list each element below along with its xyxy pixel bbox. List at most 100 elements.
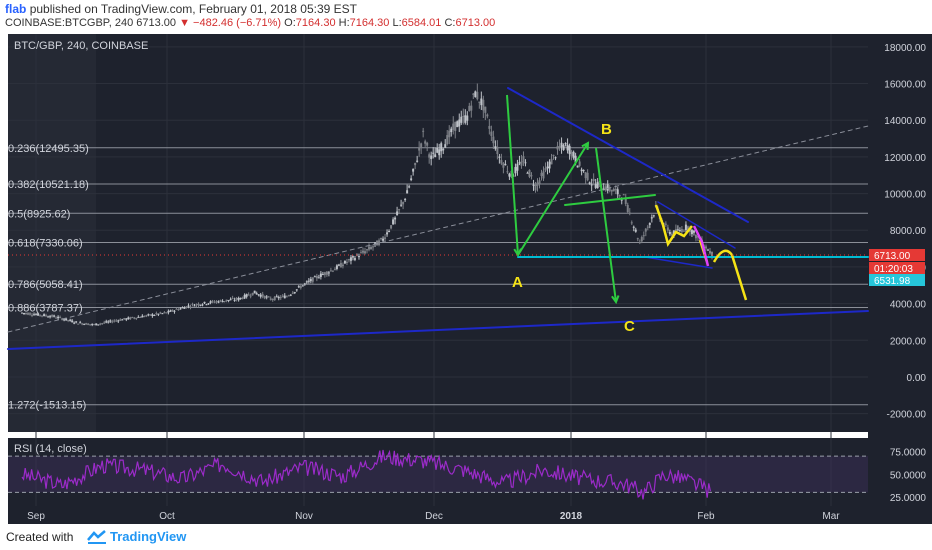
y-tick-label: 4000.00 xyxy=(890,300,927,311)
green-arrow-down-c[interactable] xyxy=(595,147,617,303)
candle-body xyxy=(351,256,354,258)
candle-body xyxy=(87,323,90,326)
candle-body xyxy=(378,240,381,246)
candle-body xyxy=(177,309,180,311)
candle-body xyxy=(406,190,409,194)
candle-body xyxy=(468,105,471,111)
green-flag-line[interactable] xyxy=(564,194,656,206)
candle-body xyxy=(203,301,206,304)
candle-body xyxy=(704,246,707,249)
candle-body xyxy=(213,301,216,303)
high-value: 7164.30 xyxy=(349,17,390,29)
price-badge xyxy=(869,274,925,286)
candle-body xyxy=(588,182,591,184)
price-pane[interactable] xyxy=(8,34,868,432)
candle-body xyxy=(416,160,419,162)
candle-body xyxy=(404,199,407,201)
candle-body xyxy=(113,320,116,322)
resistance-trendline[interactable] xyxy=(507,87,749,223)
candle-body xyxy=(105,321,108,323)
small-support-trendline[interactable] xyxy=(644,256,713,269)
candle-body xyxy=(99,323,102,325)
x-tick-label: Sep xyxy=(27,511,45,522)
candle-body xyxy=(424,141,427,144)
candle-body xyxy=(55,317,58,319)
candle-body xyxy=(410,178,413,181)
candle-body xyxy=(380,238,383,240)
candle-body xyxy=(368,246,371,250)
candle-body xyxy=(69,319,72,321)
candle-body xyxy=(273,296,276,301)
chart-header: flab published on TradingView.com, Febru… xyxy=(0,0,932,32)
candle-body xyxy=(297,286,300,288)
candle-body xyxy=(570,151,573,157)
candle-body xyxy=(426,142,429,146)
candle-body xyxy=(470,105,473,111)
candle-body xyxy=(608,187,611,191)
candle-body xyxy=(554,157,557,159)
rsi-tick-label: 50.0000 xyxy=(890,470,927,481)
candle-body xyxy=(638,242,641,244)
candle-body xyxy=(564,143,567,145)
candle-body xyxy=(211,300,214,302)
candle-body xyxy=(361,250,364,253)
candle-body xyxy=(229,299,232,301)
candle-body xyxy=(510,170,513,178)
candle-body xyxy=(602,188,605,191)
candle-body xyxy=(81,323,84,325)
candle-body xyxy=(219,300,222,302)
green-arrow-down-a[interactable] xyxy=(506,94,519,256)
candle-body xyxy=(414,162,417,166)
rsi-line[interactable] xyxy=(21,449,711,500)
small-resistance-trendline[interactable] xyxy=(657,201,736,249)
candle-body xyxy=(678,230,681,232)
candle-body xyxy=(263,295,266,299)
tradingview-brand[interactable]: TradingView xyxy=(110,529,187,544)
close-label: C: xyxy=(444,17,456,29)
candle-body xyxy=(500,159,503,164)
published-text: published on TradingView.com, February 0… xyxy=(29,2,358,16)
candle-body xyxy=(49,316,52,318)
candle-body xyxy=(690,229,693,235)
candle-body xyxy=(552,154,555,156)
pre-history-shade xyxy=(8,34,96,432)
candle-body xyxy=(285,296,288,298)
candle-body xyxy=(650,217,653,219)
candle-body xyxy=(247,294,250,296)
fib-level-label: 0.236(12495.35) xyxy=(8,143,89,155)
pink-wave[interactable] xyxy=(692,225,710,267)
candle-body xyxy=(359,252,362,254)
support-trendline[interactable] xyxy=(7,310,869,350)
candle-body xyxy=(271,299,274,301)
candle-body xyxy=(309,279,312,282)
candle-body xyxy=(75,321,78,323)
candle-body xyxy=(301,285,304,287)
candle-body xyxy=(143,316,146,318)
x-tick-label: Oct xyxy=(159,511,175,522)
candle-body xyxy=(456,121,459,128)
candle-body xyxy=(197,303,200,306)
candle-body xyxy=(65,318,68,321)
candle-body xyxy=(366,249,368,251)
candle-body xyxy=(261,294,264,297)
yellow-wave-1[interactable] xyxy=(654,204,693,248)
dashed-trendline[interactable] xyxy=(7,125,869,333)
candle-body xyxy=(267,296,270,298)
time-axis-pane xyxy=(8,506,868,524)
author-name[interactable]: flab xyxy=(5,2,27,16)
candle-body xyxy=(341,264,344,267)
candle-body xyxy=(85,323,88,325)
chart-title: BTC/GBP, 240, COINBASE xyxy=(14,40,148,52)
candle-body xyxy=(440,143,443,152)
candle-body xyxy=(644,228,647,232)
candle-body xyxy=(291,292,294,294)
green-arrow-up-b[interactable] xyxy=(517,142,589,256)
candle-body xyxy=(171,309,174,312)
candle-body xyxy=(349,257,352,261)
candle-body xyxy=(317,277,320,279)
open-value: 7164.30 xyxy=(295,17,336,29)
candle-body xyxy=(25,312,28,314)
candle-body xyxy=(325,271,328,275)
candle-body xyxy=(372,246,375,248)
